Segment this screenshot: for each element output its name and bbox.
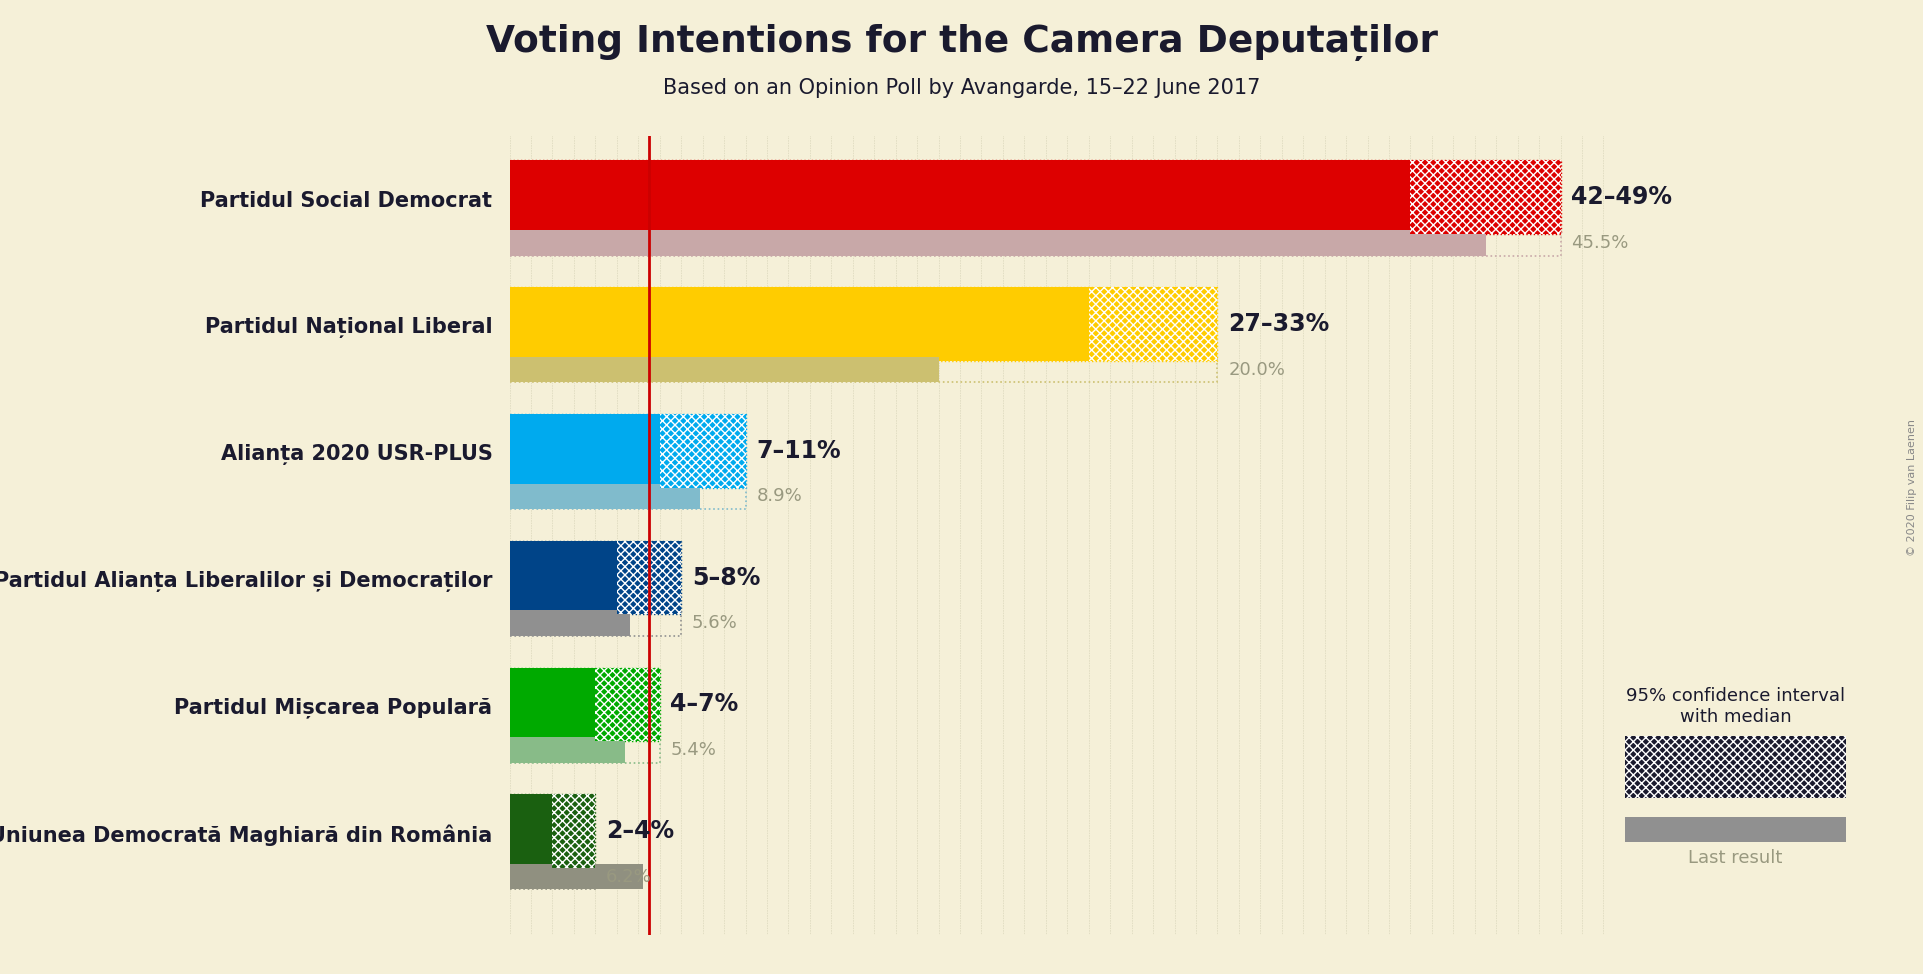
Bar — [510, 356, 1217, 383]
Bar — [510, 161, 1561, 234]
Bar — [660, 414, 746, 488]
Bar — [1410, 161, 1561, 234]
Text: 5–8%: 5–8% — [692, 566, 760, 589]
Bar — [596, 667, 660, 741]
Text: 7–11%: 7–11% — [756, 438, 840, 463]
Bar — [510, 414, 746, 488]
Bar — [510, 541, 681, 615]
Text: 20.0%: 20.0% — [1229, 360, 1285, 379]
Bar — [510, 737, 660, 763]
Text: 45.5%: 45.5% — [1571, 234, 1629, 252]
Bar — [510, 230, 1561, 255]
Bar — [510, 230, 1486, 255]
Text: Uniunea Democrată Maghiară din România: Uniunea Democrată Maghiară din România — [0, 824, 492, 845]
Bar — [510, 161, 1561, 234]
Bar — [510, 737, 625, 763]
Bar — [1625, 817, 1846, 843]
Bar — [660, 414, 746, 488]
Text: Partidul Mișcarea Populară: Partidul Mișcarea Populară — [175, 697, 492, 719]
Bar — [510, 667, 660, 741]
Bar — [510, 484, 746, 509]
Bar — [1625, 736, 1846, 798]
Bar — [552, 795, 596, 868]
Bar — [510, 287, 1217, 360]
Bar — [510, 864, 642, 889]
Text: 5.6%: 5.6% — [692, 615, 738, 632]
Text: 2–4%: 2–4% — [606, 819, 675, 843]
Text: 5.4%: 5.4% — [671, 741, 717, 759]
Bar — [617, 541, 681, 615]
Text: Last result: Last result — [1688, 849, 1783, 867]
Text: 42–49%: 42–49% — [1571, 185, 1673, 209]
Text: 8.9%: 8.9% — [756, 487, 802, 506]
Text: Partidul Alianța Liberalilor și Democraților: Partidul Alianța Liberalilor și Democraț… — [0, 571, 492, 592]
Text: Voting Intentions for the Camera Deputaților: Voting Intentions for the Camera Deputaț… — [485, 24, 1438, 61]
Bar — [510, 864, 596, 889]
Bar — [1088, 287, 1217, 360]
Bar — [617, 541, 681, 615]
Bar — [510, 414, 746, 488]
Text: 27–33%: 27–33% — [1229, 312, 1329, 336]
Bar — [510, 611, 629, 636]
Text: Alianța 2020 USR-PLUS: Alianța 2020 USR-PLUS — [221, 444, 492, 465]
Bar — [510, 795, 596, 868]
Bar — [1625, 736, 1846, 798]
Text: © 2020 Filip van Laenen: © 2020 Filip van Laenen — [1908, 419, 1917, 555]
Bar — [552, 795, 596, 868]
Text: 4–7%: 4–7% — [671, 693, 738, 716]
Text: 6.2%: 6.2% — [606, 868, 652, 885]
Bar — [1088, 287, 1217, 360]
Text: Based on an Opinion Poll by Avangarde, 15–22 June 2017: Based on an Opinion Poll by Avangarde, 1… — [663, 78, 1260, 98]
Bar — [510, 287, 1217, 360]
Text: 95% confidence interval
with median: 95% confidence interval with median — [1627, 687, 1844, 726]
Bar — [510, 541, 681, 615]
Bar — [510, 795, 596, 868]
Bar — [1410, 161, 1561, 234]
Text: Partidul Social Democrat: Partidul Social Democrat — [200, 191, 492, 211]
Bar — [510, 356, 938, 383]
Bar — [510, 667, 660, 741]
Bar — [510, 484, 700, 509]
Bar — [510, 611, 681, 636]
Text: Partidul Național Liberal: Partidul Național Liberal — [206, 318, 492, 338]
Bar — [596, 667, 660, 741]
